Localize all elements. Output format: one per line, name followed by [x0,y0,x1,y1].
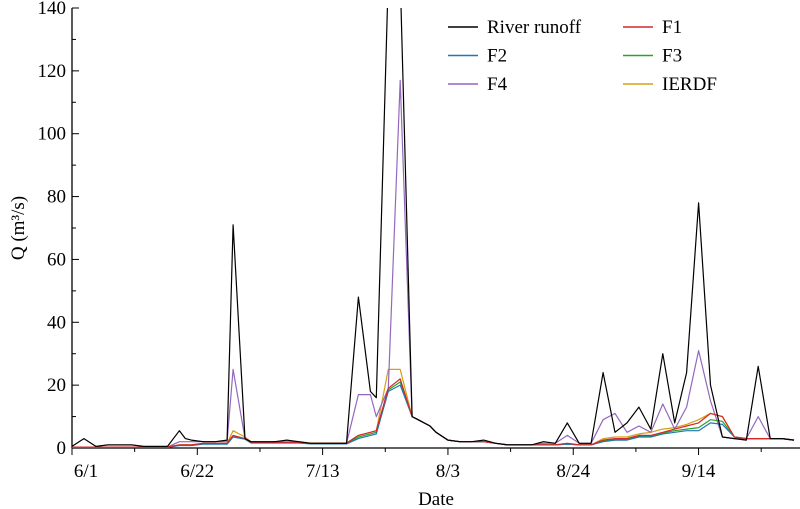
y-tick-label: 60 [47,249,66,270]
legend: River runoff F1 F2 F3 F4 IERDF [448,17,717,95]
y-tick-label: 80 [47,187,66,208]
y-axis-title: Q (m³/s) [8,196,29,260]
legend-label-f3: F3 [662,46,682,67]
y-tick-label: 140 [38,0,67,19]
legend-label-f4: F4 [487,74,508,95]
axes: 0 20 40 60 80 100 120 140 6/1 6/22 7/13 8/3 8/24 9/14 [38,0,800,482]
legend-label-ierdf: IERDF [662,74,717,95]
y-tick-label: 40 [47,312,66,333]
x-tick-label: 7/13 [306,461,340,482]
y-tick-label: 120 [38,61,67,82]
legend-label-f1: F1 [662,17,682,38]
y-tick-label: 100 [38,124,67,145]
x-tick-label: 8/24 [556,461,590,482]
y-tick-label: 20 [47,375,66,396]
x-tick-label: 6/1 [74,461,98,482]
x-tick-label: 6/22 [180,461,214,482]
series-lines [72,8,795,448]
series-line-f3 [72,381,795,448]
x-tick-label: 8/3 [436,461,460,482]
legend-label-f2: F2 [487,46,507,67]
series-line-river-runoff [72,8,795,447]
y-tick-label: 0 [57,438,67,459]
series-line-f2 [72,384,795,448]
x-tick-label: 9/14 [682,461,716,482]
series-line-f4 [72,79,795,448]
series-line-f1 [72,378,795,448]
legend-label-river-runoff: River runoff [487,17,582,38]
x-axis-title: Date [418,489,454,509]
